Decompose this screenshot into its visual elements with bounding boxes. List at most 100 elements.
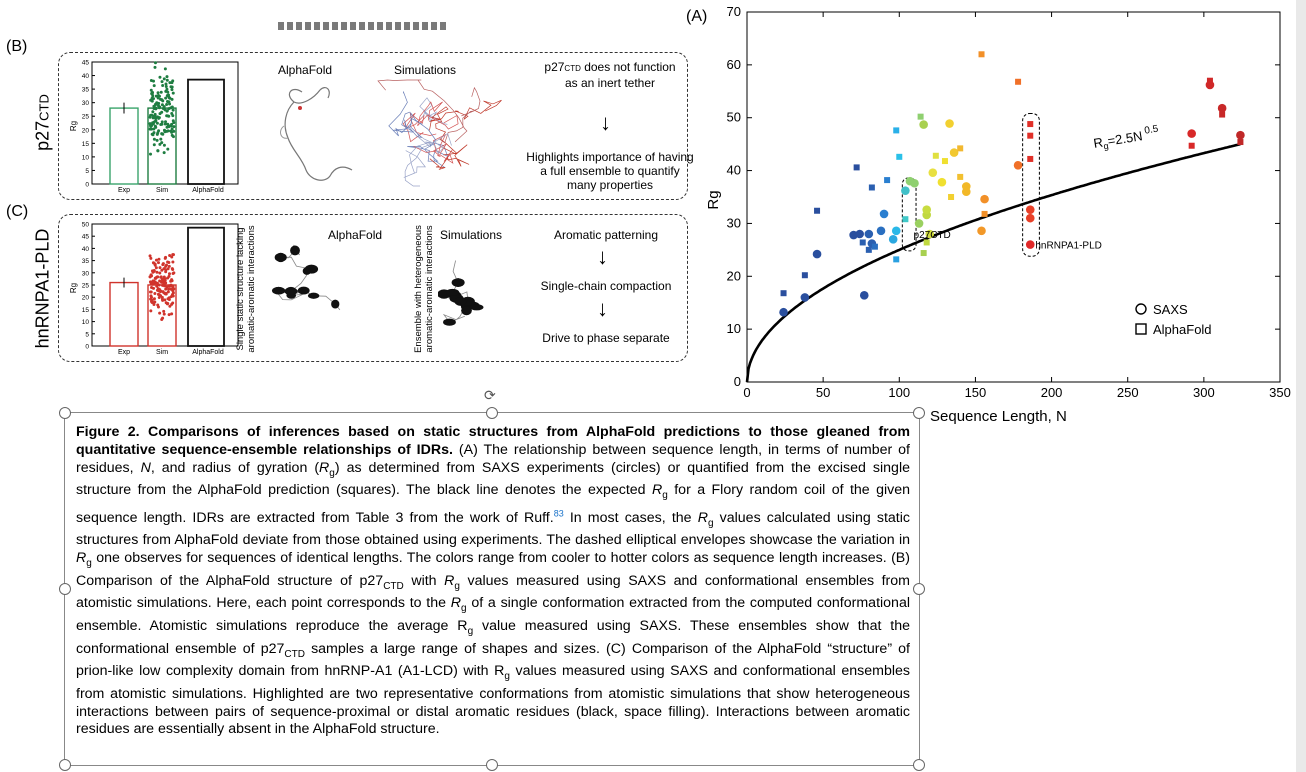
reference-83-link[interactable]: 83 <box>553 507 564 518</box>
aromatic-residue <box>331 299 340 309</box>
sim-point <box>166 290 170 294</box>
legend-label-saxs: SAXS <box>1153 302 1188 317</box>
sim-point <box>160 295 164 299</box>
x-tick-label: 250 <box>1117 385 1139 400</box>
sim-point <box>155 138 159 142</box>
saxs-point <box>876 226 886 236</box>
y-axis-label: Rg <box>705 190 722 209</box>
bar-y-tick-label: 20 <box>82 295 90 302</box>
sim-bar <box>147 107 177 185</box>
legend-square-marker <box>1135 323 1147 335</box>
rg-vs-length-chart: 0 50 100 150 200 250 300 350 0 10 20 30 40 50 60 70 Sequ… <box>705 4 1291 425</box>
sim-point <box>166 260 170 264</box>
sim-point <box>149 152 153 156</box>
resize-handle-bottom-right[interactable] <box>913 759 925 771</box>
sim-point <box>152 104 156 108</box>
resize-handle-bottom-center[interactable] <box>486 759 498 771</box>
figure-caption[interactable]: Figure 2. Comparisons of inferences base… <box>76 424 910 739</box>
saxs-point <box>928 168 938 177</box>
sim-point <box>159 137 163 141</box>
alphafold-point <box>893 256 900 263</box>
saxs-point <box>888 234 898 244</box>
sim-point <box>160 80 164 84</box>
bar-y-tick-label: 0 <box>85 182 89 189</box>
saxs-point <box>779 307 788 317</box>
sim-point <box>161 316 165 320</box>
sim-point <box>156 261 160 265</box>
legend-label-alphafold: AlphaFold <box>1153 322 1212 337</box>
plot-frame <box>746 11 1281 383</box>
aromatic-residue <box>297 286 310 295</box>
alphafold-point <box>871 243 878 250</box>
resize-handle-top-right[interactable] <box>913 407 925 419</box>
sim-point <box>161 83 165 87</box>
bar-y-tick-label: 45 <box>82 234 90 241</box>
panel-b-text-1: p27CTD does not function as an inert tet… <box>544 60 676 90</box>
sim-point <box>152 114 156 118</box>
sim-point <box>158 290 162 294</box>
flory-curve-line <box>745 142 1241 383</box>
sim-point <box>150 274 154 278</box>
alphafold-point <box>1027 121 1034 128</box>
sim-point <box>159 123 163 127</box>
sim-point <box>154 106 158 110</box>
y-tick-label: 50 <box>727 110 741 125</box>
caption-body: (A) The relationship between sequence le… <box>76 441 911 738</box>
resize-handle-top-left[interactable] <box>59 407 71 419</box>
sim-point <box>170 122 174 126</box>
sim-point <box>163 122 167 126</box>
aromatic-residue <box>461 306 472 316</box>
resize-handle-bottom-left[interactable] <box>59 759 71 771</box>
aromatic-residue <box>307 292 320 299</box>
sim-point <box>172 125 176 129</box>
sim-point <box>162 275 166 279</box>
sim-point <box>160 132 164 136</box>
bar-y-tick-label: 45 <box>82 60 90 67</box>
sim-point <box>157 101 161 105</box>
ensemble-chain <box>393 111 423 138</box>
bar-y-tick-label: 40 <box>82 73 90 80</box>
saxs-point <box>859 291 869 300</box>
sim-point <box>151 110 155 114</box>
sim-point <box>157 296 161 300</box>
vertical-scrollbar[interactable] <box>1296 0 1306 772</box>
y-tick-label: 20 <box>727 268 741 283</box>
sim-point <box>149 295 153 299</box>
sim-point <box>170 81 174 85</box>
panel-b-bar-chart: 0 5 10 15 20 25 30 35 40 45 Rg Exp Sim AlphaFold <box>70 60 239 194</box>
saxs-point <box>901 186 910 195</box>
sim-point <box>158 271 162 275</box>
x-tick-label: 50 <box>816 385 830 400</box>
aromatic-residue <box>443 318 456 326</box>
sim-point <box>166 267 170 271</box>
sim-point <box>162 309 166 313</box>
alphafold-point <box>957 145 964 152</box>
envelope-annotation: p27CTD <box>914 230 951 241</box>
alphafold-point <box>1027 155 1034 162</box>
rotate-handle-icon[interactable]: ⟳ <box>484 387 496 403</box>
sim-point <box>167 272 171 276</box>
bar-y-label: Rg <box>70 121 78 131</box>
alphafold-point <box>902 216 909 223</box>
sim-point <box>152 302 156 306</box>
ensemble-chain <box>429 106 458 156</box>
sim-point <box>154 125 158 129</box>
saxs-point <box>855 229 864 239</box>
resize-handle-middle-right[interactable] <box>913 583 925 595</box>
bar-x-tick-label: Sim <box>156 349 168 356</box>
sim-point <box>152 269 156 273</box>
resize-handle-middle-left[interactable] <box>59 583 71 595</box>
sim-point <box>162 284 166 288</box>
bar-y-tick-label: 35 <box>82 87 90 94</box>
sim-point <box>155 121 159 125</box>
resize-handle-top-center[interactable] <box>486 407 498 419</box>
sim-point <box>160 120 164 124</box>
sim-point <box>164 120 168 124</box>
sim-point <box>171 253 175 257</box>
sim-point <box>149 79 153 83</box>
saxs-point <box>914 219 924 228</box>
bar-x-tick-label: Exp <box>118 187 130 194</box>
ensemble-chain <box>438 86 481 144</box>
sim-point <box>163 278 167 282</box>
